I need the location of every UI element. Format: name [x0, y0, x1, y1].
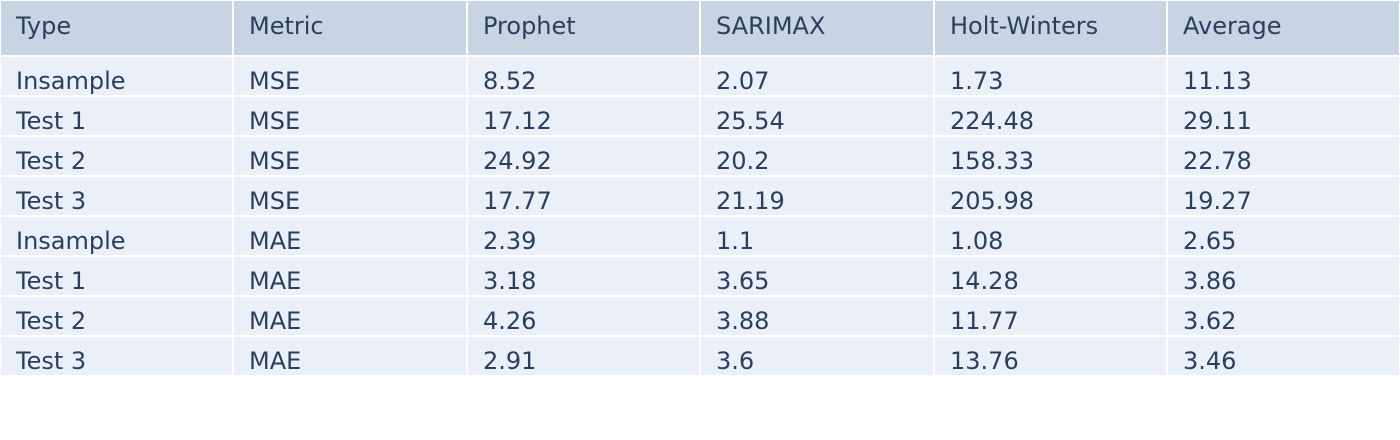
cell-value: 224.48 [950, 107, 1034, 135]
table-cell [933, 95, 1168, 137]
table-cell [466, 55, 701, 97]
results-table: Type Metric Prophet SARIMAX Holt-Winters Aver… [0, 0, 1400, 377]
table-cell [699, 255, 935, 297]
cell-value: 1.1 [716, 227, 754, 255]
cell-value: 3.62 [1183, 307, 1236, 335]
table-cell [933, 335, 1168, 377]
table-cell [699, 55, 935, 97]
cell-value: 20.2 [716, 147, 769, 175]
cell-value: 2.39 [483, 227, 536, 255]
cell-value: 14.28 [950, 267, 1019, 295]
cell-value: 3.65 [716, 267, 769, 295]
header-cell [933, 0, 1168, 57]
table-svg: Type Metric Prophet SARIMAX Holt-Winters Aver… [0, 0, 1400, 377]
cell-value: 3.86 [1183, 267, 1236, 295]
table-cell [0, 335, 234, 377]
column-header: SARIMAX [716, 12, 825, 40]
table-cell [933, 255, 1168, 297]
cell-value: 3.88 [716, 307, 769, 335]
column-header: Holt-Winters [950, 12, 1098, 40]
cell-value: 8.52 [483, 67, 536, 95]
cell-value: 3.18 [483, 267, 536, 295]
table-cell [1166, 175, 1400, 217]
cell-value: 1.08 [950, 227, 1003, 255]
cell-value: MAE [249, 347, 301, 375]
table-cell [1166, 215, 1400, 257]
cell-value: MSE [249, 107, 300, 135]
cell-value: 2.91 [483, 347, 536, 375]
table-cell [1166, 55, 1400, 97]
table-cell [232, 175, 468, 217]
table-cell [232, 135, 468, 177]
cell-value: MAE [249, 307, 301, 335]
table-cell [1166, 295, 1400, 337]
column-header: Prophet [483, 12, 576, 40]
cell-value: MAE [249, 267, 301, 295]
cell-value: Test 2 [15, 307, 86, 335]
cell-value: Insample [16, 227, 126, 255]
cell-value: Test 1 [15, 267, 86, 295]
column-header: Type [15, 12, 71, 40]
table-cell [232, 295, 468, 337]
cell-value: 1.73 [950, 67, 1003, 95]
column-header: Metric [249, 12, 324, 40]
cell-value: 3.6 [716, 347, 754, 375]
cell-value: Insample [16, 67, 126, 95]
table-cell [933, 175, 1168, 217]
table-cell [466, 335, 701, 377]
table-cell [232, 215, 468, 257]
header-cell [699, 0, 935, 57]
cell-value: 17.12 [483, 107, 552, 135]
cell-value: 3.46 [1183, 347, 1236, 375]
cell-value: MSE [249, 67, 300, 95]
cell-value: 4.26 [483, 307, 536, 335]
table-cell [466, 95, 701, 137]
table-cell [0, 95, 234, 137]
table-cell [1166, 335, 1400, 377]
cell-value: 24.92 [483, 147, 552, 175]
cell-value: 158.33 [950, 147, 1034, 175]
cell-value: MAE [249, 227, 301, 255]
cell-value: 25.54 [716, 107, 785, 135]
cell-value: 11.77 [950, 307, 1019, 335]
header-cell [232, 0, 468, 57]
cell-value: 205.98 [950, 187, 1034, 215]
table-cell [466, 295, 701, 337]
table-cell [232, 335, 468, 377]
table-cell [699, 295, 935, 337]
cell-value: Test 2 [15, 147, 86, 175]
table-cell [232, 55, 468, 97]
cell-value: 22.78 [1183, 147, 1252, 175]
table-cell [1166, 95, 1400, 137]
cell-value: 2.07 [716, 67, 769, 95]
cell-value: 19.27 [1183, 187, 1252, 215]
cell-value: MSE [249, 187, 300, 215]
cell-value: MSE [249, 147, 300, 175]
table-cell [466, 135, 701, 177]
table-cell [699, 135, 935, 177]
cell-value: 21.19 [716, 187, 785, 215]
cell-value: 17.77 [483, 187, 552, 215]
table-cell [933, 135, 1168, 177]
table-cell [0, 295, 234, 337]
cell-value: Test 1 [15, 107, 86, 135]
table-cell [466, 255, 701, 297]
cell-value: Test 3 [15, 347, 86, 375]
cell-value: 13.76 [950, 347, 1019, 375]
column-header: Average [1183, 12, 1282, 40]
cell-value: 2.65 [1183, 227, 1236, 255]
cell-value: Test 3 [15, 187, 86, 215]
cell-value: 29.11 [1183, 107, 1252, 135]
cell-value: 11.13 [1183, 67, 1252, 95]
table-cell [699, 175, 935, 217]
